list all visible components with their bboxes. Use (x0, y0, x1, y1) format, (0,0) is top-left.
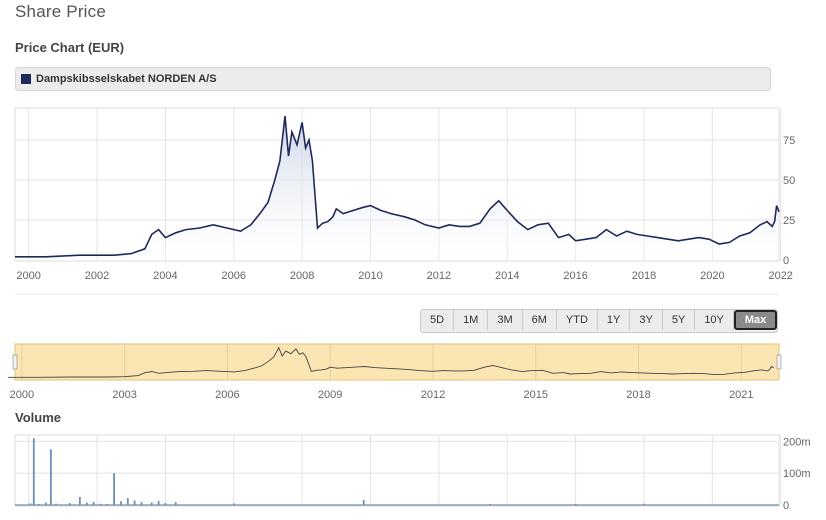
volume-bar (55, 503, 57, 505)
price-x-tick-label: 2012 (427, 270, 451, 282)
volume-bar (50, 449, 52, 505)
volume-vertical-grid (28, 435, 782, 505)
price-area-fill (15, 116, 779, 260)
volume-bar (38, 504, 40, 505)
price-y-tick-label: 25 (783, 215, 795, 227)
volume-y-tick-label: 0 (783, 500, 789, 512)
volume-bar (85, 502, 88, 505)
navigator-right-handle[interactable] (776, 354, 782, 370)
volume-bar (92, 501, 95, 505)
range-button-1y[interactable]: 1Y (597, 310, 631, 330)
price-x-tick-label: 2014 (495, 270, 519, 282)
volume-bar (362, 499, 365, 505)
navigator-x-tick-label: 2018 (626, 389, 650, 401)
volume-bar (68, 503, 71, 505)
navigator-x-tick-label: 2000 (10, 389, 34, 401)
price-series-line (15, 115, 780, 258)
navigator-grid (21, 344, 742, 380)
price-x-tick-label: 2022 (768, 270, 792, 282)
range-button-1m[interactable]: 1M (454, 310, 489, 330)
price-chart-title: Price Chart (EUR) (15, 40, 125, 55)
volume-bar (106, 504, 109, 505)
range-button-10y[interactable]: 10Y (695, 310, 734, 330)
volume-bar (574, 504, 577, 505)
price-x-tick-label: 2008 (290, 270, 314, 282)
price-x-tick-label: 2004 (153, 270, 177, 282)
volume-bar (164, 503, 167, 505)
range-button-3y[interactable]: 3Y (630, 310, 663, 330)
legend-swatch-icon (21, 74, 31, 84)
legend-bar[interactable]: Dampskibsselskabet NORDEN A/S (15, 67, 771, 91)
price-x-tick-label: 2016 (563, 270, 587, 282)
volume-y-tick-label: 100m (783, 468, 811, 480)
navigator-x-tick-label: 2006 (215, 389, 239, 401)
volume-bar (643, 503, 645, 505)
volume-bar (79, 497, 81, 505)
price-x-tick-label: 2018 (632, 270, 656, 282)
legend-label: Dampskibsselskabet NORDEN A/S (36, 73, 217, 85)
navigator-x-tick-label: 2003 (112, 389, 136, 401)
volume-chart[interactable]: 0 100m 200m (14, 434, 811, 512)
price-y-tick-label: 75 (783, 135, 795, 147)
price-x-tick-label: 2000 (16, 270, 40, 282)
range-selector: 5D 1M 3M 6M YTD 1Y 3Y 5Y 10Y Max (420, 309, 779, 333)
volume-bar (113, 473, 115, 505)
volume-bar (133, 500, 136, 505)
volume-bar (140, 501, 143, 505)
range-button-ytd[interactable]: YTD (556, 310, 598, 330)
price-x-tick-label: 2002 (85, 270, 109, 282)
navigator-x-tick-label: 2015 (524, 389, 548, 401)
volume-bar (150, 502, 153, 505)
range-button-5y[interactable]: 5Y (662, 310, 696, 330)
volume-bar (126, 498, 129, 505)
page-title: Share Price (15, 2, 107, 21)
range-button-5d[interactable]: 5D (421, 310, 455, 330)
price-chart[interactable]: 0 25 50 75 2000 2002 2004 2006 2008 2010 2012 2014… (14, 107, 795, 282)
price-x-tick-label: 2010 (358, 270, 382, 282)
navigator[interactable]: 2000 2003 2006 2009 2012 2015 2018 2021 (8, 343, 782, 401)
volume-y-axis: 0 100m 200m (783, 436, 811, 512)
volume-bar (232, 503, 235, 505)
volume-bar (766, 504, 768, 505)
volume-bar (120, 501, 122, 505)
volume-bar (44, 502, 47, 505)
volume-title: Volume (15, 410, 61, 425)
volume-bar (157, 500, 160, 505)
range-button-max[interactable]: Max (733, 310, 778, 330)
navigator-x-axis: 2000 2003 2006 2009 2012 2015 2018 2021 (10, 389, 754, 401)
navigator-x-tick-label: 2012 (421, 389, 445, 401)
price-x-axis: 2000 2002 2004 2006 2008 2010 2012 2014 2016 2018… (16, 270, 793, 282)
navigator-x-tick-label: 2021 (729, 389, 753, 401)
volume-plot-frame (14, 434, 780, 507)
range-button-6m[interactable]: 6M (522, 310, 557, 330)
volume-horizontal-grid (15, 440, 779, 474)
volume-bar (489, 504, 491, 505)
navigator-series-line (8, 346, 775, 378)
volume-y-tick-label: 200m (783, 436, 811, 448)
price-x-tick-label: 2020 (700, 270, 724, 282)
price-y-tick-label: 0 (783, 255, 789, 267)
price-y-axis: 0 25 50 75 (783, 135, 795, 267)
range-button-3m[interactable]: 3M (488, 310, 523, 330)
price-x-tick-label: 2006 (222, 270, 246, 282)
volume-bar (29, 503, 32, 505)
volume-bar (32, 438, 35, 505)
navigator-x-tick-label: 2009 (318, 389, 342, 401)
price-y-tick-label: 50 (783, 175, 795, 187)
navigator-selection[interactable] (14, 343, 780, 381)
volume-bar (99, 503, 102, 505)
volume-bar (174, 502, 177, 505)
navigator-left-handle[interactable] (12, 354, 18, 370)
volume-bars (29, 438, 768, 505)
